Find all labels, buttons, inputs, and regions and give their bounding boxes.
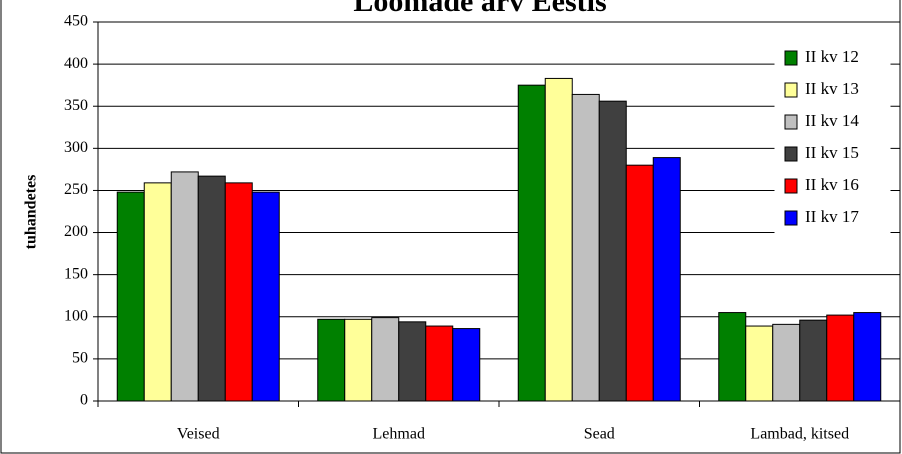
bar <box>571 93 600 402</box>
bar <box>745 325 774 402</box>
legend-swatch <box>784 114 798 130</box>
y-tick-label: 400 <box>64 55 88 72</box>
legend-label: II kv 15 <box>805 143 859 162</box>
bar <box>826 314 855 402</box>
y-tick-label: 300 <box>64 139 88 156</box>
bar <box>517 84 546 402</box>
y-tick-label: 0 <box>80 392 88 409</box>
bar <box>251 191 280 402</box>
legend-label: II kv 17 <box>805 207 859 226</box>
bar <box>598 100 627 402</box>
bar <box>143 182 172 402</box>
legend-label: II kv 12 <box>805 47 859 66</box>
chart-title: Loomade arv Eestis <box>353 0 606 18</box>
legend-swatch <box>784 146 798 162</box>
legend-label: II kv 16 <box>805 175 859 194</box>
bar <box>425 325 454 402</box>
bar <box>625 164 654 402</box>
x-tick-label: Sead <box>584 426 615 443</box>
bar <box>371 317 400 402</box>
legend-swatch <box>784 50 798 66</box>
bar <box>652 157 681 402</box>
bar <box>544 77 573 402</box>
bar <box>853 312 882 402</box>
y-axis-label: tuhandetes <box>23 175 40 250</box>
bar <box>317 318 346 402</box>
bar <box>799 319 828 402</box>
y-tick-label: 350 <box>64 97 88 114</box>
y-tick-label: 100 <box>64 307 88 324</box>
bar <box>344 318 373 402</box>
legend-swatch <box>784 210 798 226</box>
legend-box <box>774 41 891 239</box>
legend-swatch <box>784 178 798 194</box>
legend-swatch <box>784 82 798 98</box>
legend-label: II kv 13 <box>805 79 859 98</box>
bar <box>398 321 427 402</box>
bar <box>224 182 253 402</box>
y-tick-label: 250 <box>64 181 88 198</box>
bar <box>116 191 145 402</box>
bar <box>452 328 481 402</box>
x-tick-label: Lehmad <box>373 426 425 443</box>
bar <box>772 323 801 402</box>
legend-label: II kv 14 <box>805 111 859 130</box>
y-tick-label: 450 <box>64 13 88 30</box>
bar <box>197 175 226 402</box>
bar <box>718 312 747 402</box>
x-tick-label: Lambad, kitsed <box>750 426 849 443</box>
x-tick-label: Veised <box>177 426 220 443</box>
y-tick-label: 50 <box>72 350 88 367</box>
y-tick-label: 200 <box>64 223 88 240</box>
y-tick-label: 150 <box>64 265 88 282</box>
bar <box>170 171 199 402</box>
